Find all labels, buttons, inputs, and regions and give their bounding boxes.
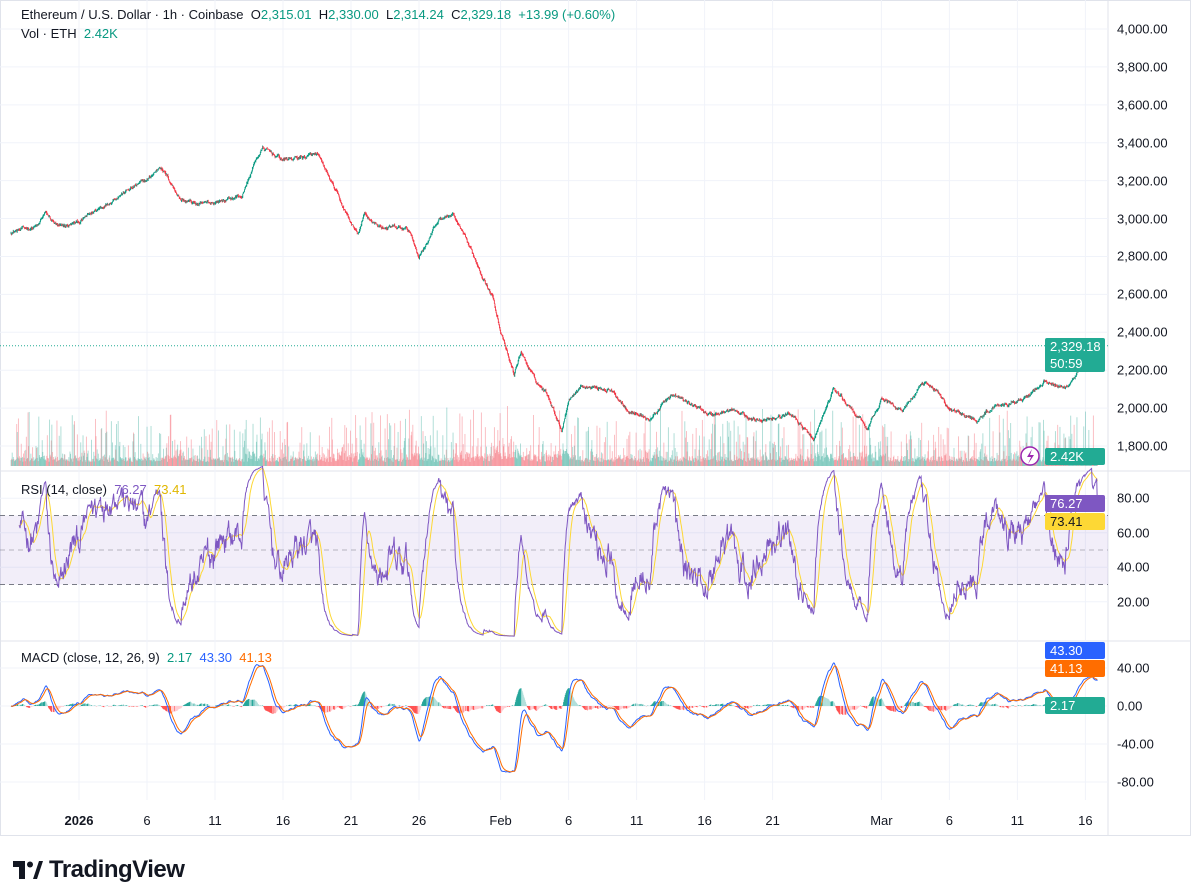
histogram-bar [441, 705, 442, 706]
volume-bar [578, 418, 579, 466]
histogram-bar [47, 705, 48, 706]
volume-bars [11, 406, 1098, 466]
volume-bar [29, 412, 30, 466]
histogram-bar [493, 705, 494, 706]
histogram-bar [420, 706, 421, 708]
chart-frame [1, 1, 1191, 836]
volume-bar [798, 409, 799, 466]
histogram-bar [242, 706, 243, 707]
volume-bar [599, 428, 600, 466]
volume-bar [668, 427, 669, 466]
volume-bar [644, 433, 645, 466]
volume-bar [1007, 411, 1008, 466]
histogram-bar [105, 706, 106, 707]
volume-bar [138, 416, 139, 466]
volume-bar [398, 432, 399, 466]
volume-bar [409, 410, 410, 466]
histogram-bar [262, 705, 263, 706]
histogram-bar [630, 706, 631, 707]
volume-bar [856, 413, 857, 466]
volume-bar [437, 430, 438, 466]
volume-bar [682, 411, 683, 466]
volume-bar [832, 411, 833, 466]
volume-bar [462, 416, 463, 466]
volume-bar [891, 431, 892, 466]
volume-bar [746, 415, 747, 466]
volume-bar [446, 408, 447, 466]
volume-bar [206, 436, 207, 466]
histogram-bar [562, 706, 563, 707]
volume-bar [993, 431, 994, 466]
volume-bar [1040, 423, 1041, 466]
volume-bar [722, 424, 723, 466]
volume-bar [116, 424, 117, 466]
volume-bar [803, 434, 804, 466]
histogram-bar [142, 705, 143, 706]
volume-bar [636, 433, 637, 466]
candles [11, 146, 1097, 442]
volume-bar [151, 426, 152, 466]
volume-bar [729, 423, 730, 466]
volume-bar [72, 415, 73, 466]
volume-bar [267, 432, 268, 466]
volume-bar [287, 422, 288, 466]
histogram-bar [607, 706, 608, 707]
histogram-bar [224, 705, 225, 706]
volume-bar [405, 419, 406, 466]
volume-bar [385, 428, 386, 466]
volume-bar [588, 427, 589, 466]
volume-bar [650, 416, 651, 466]
histogram-bar [526, 705, 527, 706]
volume-bar [771, 415, 772, 466]
volume-bar [947, 428, 948, 466]
volume-bar [226, 425, 227, 466]
volume-bar [240, 432, 241, 466]
volume-bar [699, 436, 700, 466]
volume-bar [607, 422, 608, 466]
volume-bar [394, 423, 395, 466]
volume-bar [118, 421, 119, 466]
histogram-bar [395, 705, 396, 706]
